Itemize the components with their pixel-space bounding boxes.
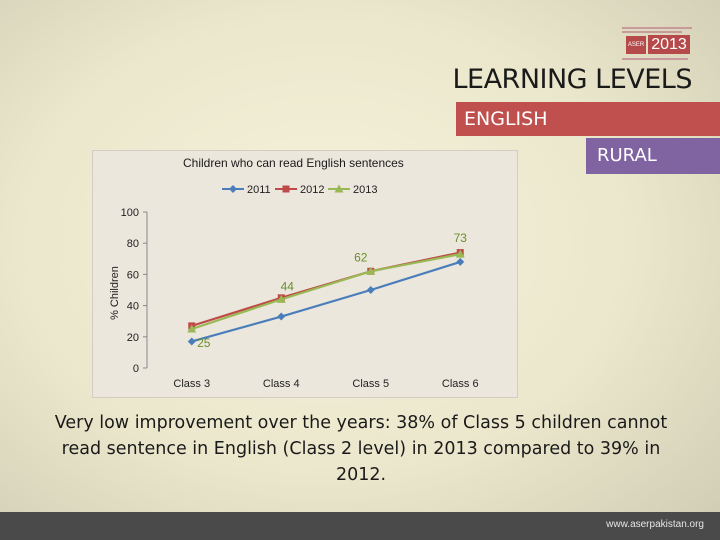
logo-rule [622, 31, 682, 33]
data-point-2011 [277, 312, 286, 321]
data-label: 62 [354, 250, 368, 264]
logo-badge: ASER [626, 36, 646, 54]
data-label: 73 [454, 231, 468, 245]
legend-label-2013: 2013 [353, 184, 377, 196]
data-point-2011 [366, 286, 375, 294]
subject-band [456, 102, 720, 136]
data-label: 44 [281, 279, 295, 293]
y-tick-label: 20 [127, 332, 139, 344]
series-line-2013 [191, 253, 461, 331]
data-point-2013 [276, 294, 286, 303]
data-point-2013 [366, 266, 376, 275]
logo-rule [622, 27, 692, 29]
legend-label-2012: 2012 [300, 184, 324, 196]
chart-title: Children who can read English sentences [183, 156, 404, 170]
footer-bar [0, 512, 720, 540]
legend-label-2011: 2011 [247, 184, 271, 196]
logo-rule [622, 58, 688, 60]
data-point-2013 [455, 249, 465, 258]
y-tick-label: 0 [133, 363, 139, 375]
page-title: LEARNING LEVELS [452, 64, 692, 95]
y-tick-label: 40 [127, 301, 139, 313]
data-label: 25 [197, 336, 211, 350]
aser-logo: ASER 2013 [622, 27, 694, 65]
footer-url: www.aserpakistan.org [606, 519, 704, 530]
data-point-2011 [187, 337, 196, 346]
x-tick-label: Class 6 [442, 378, 479, 390]
data-point-2011 [456, 257, 465, 266]
caption-text: Very low improvement over the years: 38%… [54, 413, 668, 485]
y-tick-label: 80 [127, 238, 139, 250]
series-line-2011 [191, 260, 461, 343]
legend-marker-2011 [229, 185, 237, 193]
data-point-2013 [187, 324, 197, 333]
legend-marker-2012 [282, 185, 290, 193]
y-tick-label: 60 [127, 269, 139, 281]
chart-area [92, 150, 518, 398]
x-tick-label: Class 5 [352, 378, 389, 390]
x-tick-label: Class 3 [173, 378, 210, 390]
y-tick-label: 100 [121, 207, 139, 219]
legend-marker-2013 [334, 184, 344, 193]
area-label: RURAL [597, 145, 657, 166]
subject-label: ENGLISH [464, 108, 548, 130]
y-axis-title: % Children [109, 266, 121, 320]
logo-year: 2013 [648, 35, 690, 54]
area-band [586, 138, 720, 174]
x-tick-label: Class 4 [263, 378, 300, 390]
